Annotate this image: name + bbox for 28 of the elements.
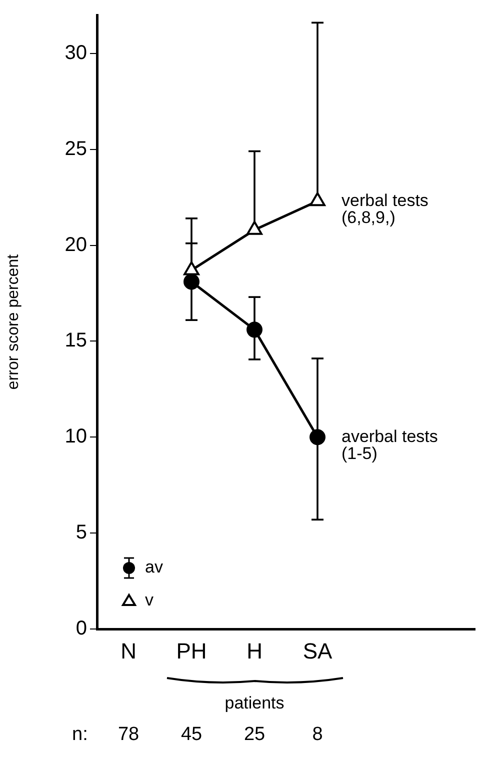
annotation: verbal tests (6,8,9,) — [342, 190, 428, 227]
y-tick-label: 5 — [76, 522, 87, 544]
annotation: averbal tests (1-5) — [342, 426, 438, 463]
point — [310, 429, 326, 446]
text: n: — [72, 724, 88, 746]
x-tick-label: SA — [302, 638, 332, 664]
point — [246, 322, 262, 338]
text: 78 — [118, 724, 140, 746]
point — [184, 274, 200, 290]
x-tick-label: N — [120, 638, 136, 664]
text: 45 — [180, 724, 202, 746]
y-axis-title: error score percent — [5, 254, 22, 390]
text: patients — [224, 694, 284, 713]
legend-label: v — [145, 590, 154, 610]
y-tick-label: 25 — [64, 138, 87, 160]
y-tick-label: 20 — [64, 234, 87, 256]
x-tick-label: H — [246, 638, 262, 664]
y-tick-label: 30 — [64, 42, 87, 64]
point — [246, 220, 262, 235]
y-tick-label: 15 — [64, 330, 87, 352]
text: 8 — [312, 724, 323, 746]
x-tick-label: PH — [176, 638, 207, 664]
point — [184, 261, 200, 276]
y-tick-label: 10 — [64, 426, 87, 448]
text: 25 — [244, 724, 266, 746]
point — [310, 192, 326, 206]
legend-label: av — [145, 558, 164, 577]
y-tick-label: 0 — [76, 618, 87, 640]
